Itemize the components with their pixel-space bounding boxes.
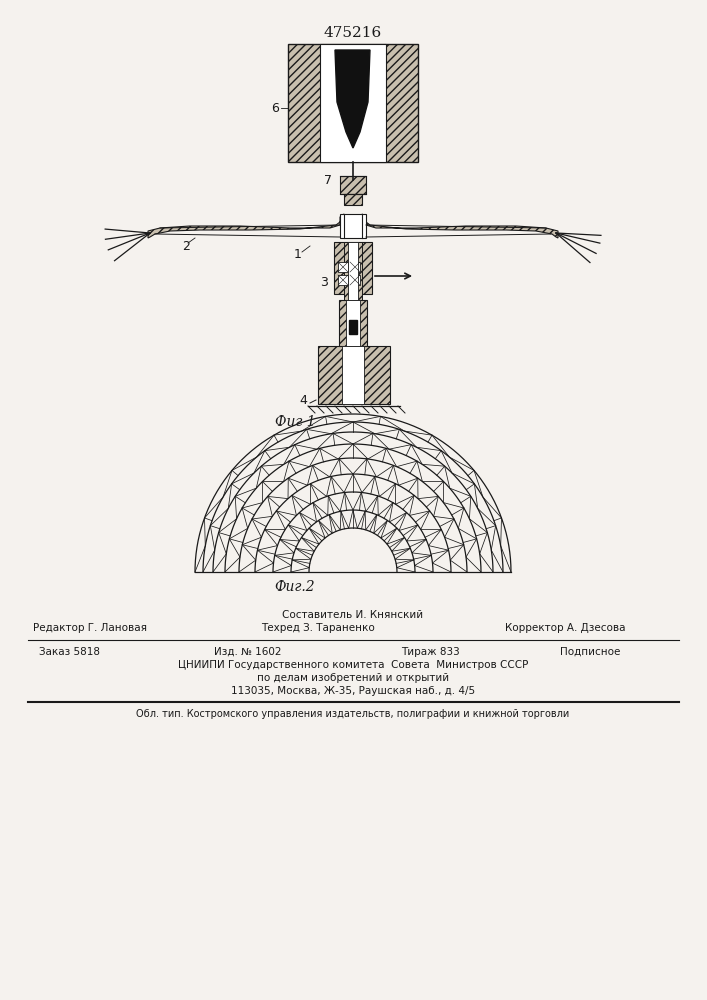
Text: Изд. № 1602: Изд. № 1602 xyxy=(214,647,282,657)
Text: Тираж 833: Тираж 833 xyxy=(401,647,460,657)
Text: Обл. тип. Костромского управления издательств, полиграфии и книжной торговли: Обл. тип. Костромского управления издате… xyxy=(136,709,570,719)
Text: 5: 5 xyxy=(349,346,357,359)
Text: по делам изобретений и открытий: по делам изобретений и открытий xyxy=(257,673,449,683)
Bar xyxy=(346,300,360,346)
Text: 113035, Москва, Ж-35, Раушская наб., д. 4/5: 113035, Москва, Ж-35, Раушская наб., д. … xyxy=(231,686,475,696)
Bar xyxy=(344,242,362,300)
Bar xyxy=(318,346,390,404)
Text: 2: 2 xyxy=(182,239,190,252)
Bar xyxy=(340,176,366,194)
Text: 1: 1 xyxy=(294,248,302,261)
Text: Фиг 1: Фиг 1 xyxy=(275,415,315,429)
Bar xyxy=(339,300,367,346)
Text: ЦНИИПИ Государственного комитета  Совета  Министров СССР: ЦНИИПИ Государственного комитета Совета … xyxy=(178,660,528,670)
Bar xyxy=(350,262,360,272)
Bar xyxy=(348,242,358,300)
Polygon shape xyxy=(335,50,370,148)
Bar xyxy=(320,44,386,162)
Polygon shape xyxy=(362,214,558,238)
Bar xyxy=(338,275,348,285)
Text: Заказ 5818: Заказ 5818 xyxy=(40,647,100,657)
Bar xyxy=(349,320,357,334)
Bar xyxy=(342,346,364,404)
Text: Редактор Г. Лановая: Редактор Г. Лановая xyxy=(33,623,147,633)
Bar xyxy=(350,275,360,285)
Text: Фиг.2: Фиг.2 xyxy=(275,580,315,594)
Polygon shape xyxy=(148,214,344,238)
Text: 6: 6 xyxy=(271,102,279,114)
Text: Подписное: Подписное xyxy=(560,647,620,657)
Text: 475216: 475216 xyxy=(324,26,382,40)
Bar xyxy=(344,194,362,205)
Text: 4: 4 xyxy=(299,393,307,406)
Bar xyxy=(334,242,372,294)
Bar xyxy=(340,214,366,238)
Text: 3: 3 xyxy=(320,275,328,288)
Text: Корректор А. Дзесова: Корректор А. Дзесова xyxy=(505,623,625,633)
Text: 7: 7 xyxy=(324,174,332,186)
Bar xyxy=(288,44,418,162)
Text: Составитель И. Княнский: Составитель И. Княнский xyxy=(282,610,423,620)
Text: Техред З. Тараненко: Техред З. Тараненко xyxy=(261,623,375,633)
Bar xyxy=(338,262,348,272)
